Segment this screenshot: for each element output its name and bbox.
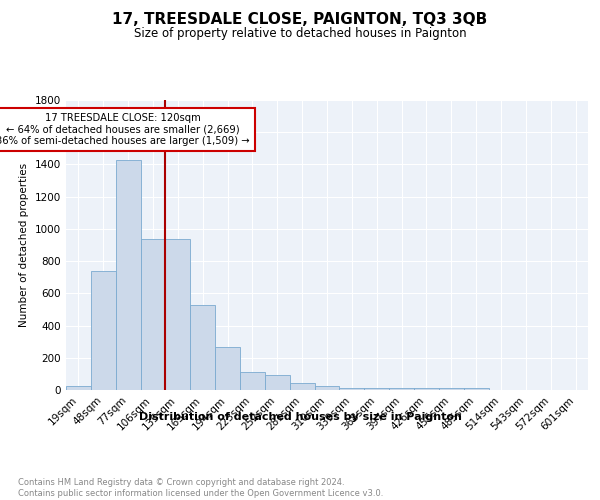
Bar <box>215 348 240 390</box>
Y-axis label: Number of detached properties: Number of detached properties <box>19 163 29 327</box>
Bar <box>240 372 265 390</box>
Bar <box>464 388 488 390</box>
Bar <box>364 388 389 390</box>
Bar <box>140 238 166 390</box>
Text: 17 TREESDALE CLOSE: 120sqm
← 64% of detached houses are smaller (2,669)
36% of s: 17 TREESDALE CLOSE: 120sqm ← 64% of deta… <box>0 113 250 146</box>
Text: Contains HM Land Registry data © Crown copyright and database right 2024.
Contai: Contains HM Land Registry data © Crown c… <box>18 478 383 498</box>
Bar <box>166 240 190 390</box>
Bar <box>340 388 364 390</box>
Bar <box>314 386 340 390</box>
Text: Size of property relative to detached houses in Paignton: Size of property relative to detached ho… <box>134 28 466 40</box>
Bar <box>190 304 215 390</box>
Bar <box>389 388 414 390</box>
Bar <box>66 386 91 390</box>
Bar <box>439 388 464 390</box>
Bar <box>116 160 140 390</box>
Text: 17, TREESDALE CLOSE, PAIGNTON, TQ3 3QB: 17, TREESDALE CLOSE, PAIGNTON, TQ3 3QB <box>112 12 488 28</box>
Bar <box>91 271 116 390</box>
Bar <box>414 388 439 390</box>
Text: Distribution of detached houses by size in Paignton: Distribution of detached houses by size … <box>139 412 461 422</box>
Bar <box>290 383 314 390</box>
Bar <box>265 374 290 390</box>
